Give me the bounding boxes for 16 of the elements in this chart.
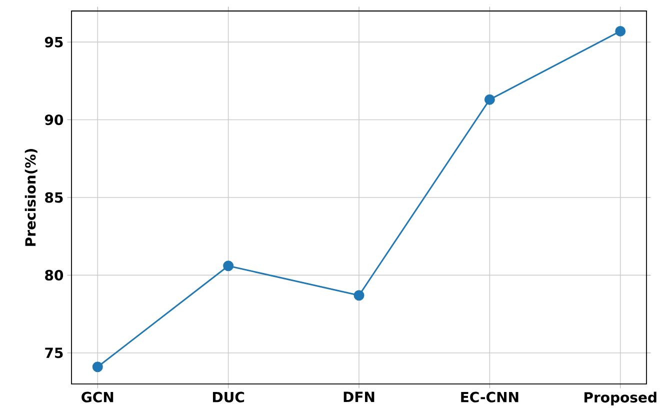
point bbox=[615, 26, 626, 36]
y-tick-label: 85 bbox=[45, 192, 63, 203]
x-tick-label: DUC bbox=[212, 392, 244, 402]
y-tick-label: 95 bbox=[44, 36, 63, 48]
point bbox=[354, 290, 364, 301]
y-axis-title: Precision(%) bbox=[24, 149, 38, 246]
y-tick-label: 75 bbox=[45, 348, 63, 358]
y-tick-label: 80 bbox=[45, 270, 64, 280]
x-tick-label: EC-CNN bbox=[461, 392, 518, 402]
x-tick-label: DFN bbox=[344, 392, 374, 402]
x-tick-label: Proposed bbox=[584, 392, 656, 406]
x-tick-label: GCN bbox=[82, 392, 114, 402]
point bbox=[484, 94, 495, 105]
y-tick-label: 90 bbox=[44, 114, 64, 126]
point bbox=[92, 362, 103, 372]
point bbox=[223, 260, 234, 272]
